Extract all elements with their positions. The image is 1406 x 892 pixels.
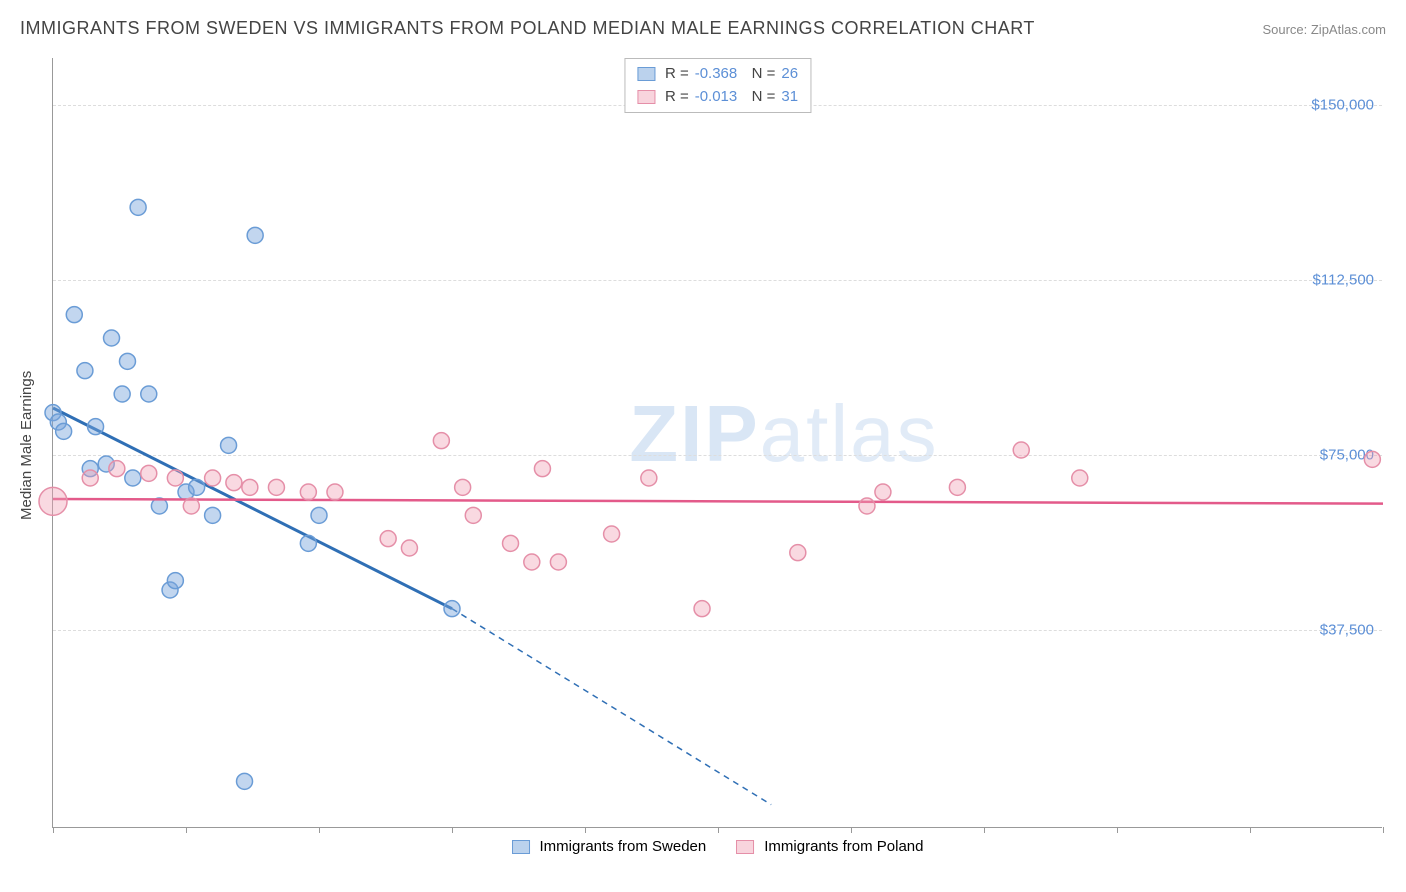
xtick <box>53 827 54 833</box>
xtick <box>1383 827 1384 833</box>
y-axis-label: Median Male Earnings <box>18 371 35 520</box>
data-point <box>82 461 98 477</box>
data-point <box>875 484 891 500</box>
data-point <box>141 386 157 402</box>
data-point <box>167 573 183 589</box>
xtick <box>718 827 719 833</box>
legend-item-sweden: Immigrants from Sweden <box>512 838 707 855</box>
data-point <box>237 773 253 789</box>
trend-line-dashed <box>452 609 771 805</box>
source-label: Source: ZipAtlas.com <box>1262 22 1386 37</box>
data-point <box>39 487 67 515</box>
data-point <box>98 456 114 472</box>
data-point <box>189 479 205 495</box>
data-point <box>130 199 146 215</box>
data-point <box>444 601 460 617</box>
trend-line <box>53 499 1383 504</box>
data-point <box>242 479 258 495</box>
data-point <box>550 554 566 570</box>
gridline <box>53 280 1382 281</box>
xtick <box>186 827 187 833</box>
data-point <box>167 470 183 486</box>
data-point <box>790 545 806 561</box>
data-point <box>82 470 98 486</box>
data-point <box>433 433 449 449</box>
data-point <box>77 363 93 379</box>
data-point <box>119 353 135 369</box>
data-point <box>604 526 620 542</box>
swatch-blue-icon <box>512 840 530 854</box>
legend: Immigrants from Sweden Immigrants from P… <box>512 838 924 855</box>
data-point <box>465 507 481 523</box>
data-point <box>503 535 519 551</box>
data-point <box>88 419 104 435</box>
data-point <box>66 307 82 323</box>
plot-area: ZIPatlas $37,500$75,000$112,500$150,000 … <box>52 58 1382 828</box>
swatch-pink-icon <box>736 840 754 854</box>
ytick-label: $75,000 <box>1320 446 1374 463</box>
data-point <box>300 484 316 500</box>
chart-title: IMMIGRANTS FROM SWEDEN VS IMMIGRANTS FRO… <box>20 18 1035 39</box>
stats-box: R = -0.368 N = 26 R = -0.013 N = 31 <box>624 58 811 113</box>
legend-label-poland: Immigrants from Poland <box>764 838 923 855</box>
data-point <box>524 554 540 570</box>
data-point <box>56 423 72 439</box>
xtick <box>1250 827 1251 833</box>
legend-label-sweden: Immigrants from Sweden <box>540 838 707 855</box>
data-point <box>247 227 263 243</box>
trend-line <box>53 408 452 609</box>
data-point <box>300 535 316 551</box>
legend-item-poland: Immigrants from Poland <box>736 838 923 855</box>
xtick <box>984 827 985 833</box>
data-point <box>104 330 120 346</box>
xtick <box>585 827 586 833</box>
data-point <box>141 465 157 481</box>
ytick-label: $112,500 <box>1313 271 1374 288</box>
data-point <box>1072 470 1088 486</box>
xtick <box>452 827 453 833</box>
data-point <box>205 470 221 486</box>
data-point <box>45 405 61 421</box>
data-point <box>109 461 125 477</box>
ytick-label: $150,000 <box>1311 96 1374 113</box>
xtick <box>851 827 852 833</box>
data-point <box>226 475 242 491</box>
data-point <box>114 386 130 402</box>
data-point <box>151 498 167 514</box>
data-point <box>221 437 237 453</box>
data-point <box>455 479 471 495</box>
data-point <box>311 507 327 523</box>
stats-row-sweden: R = -0.368 N = 26 <box>637 63 798 86</box>
data-point <box>859 498 875 514</box>
data-point <box>949 479 965 495</box>
data-point <box>268 479 284 495</box>
data-point <box>534 461 550 477</box>
data-point <box>401 540 417 556</box>
stats-row-poland: R = -0.013 N = 31 <box>637 86 798 109</box>
ytick-label: $37,500 <box>1320 621 1374 638</box>
n-value-sweden: 26 <box>781 63 798 86</box>
data-point <box>205 507 221 523</box>
data-point <box>125 470 141 486</box>
r-value-sweden: -0.368 <box>695 63 738 86</box>
data-point <box>327 484 343 500</box>
gridline <box>53 630 1382 631</box>
r-value-poland: -0.013 <box>695 86 738 109</box>
xtick <box>1117 827 1118 833</box>
watermark: ZIPatlas <box>629 387 938 479</box>
data-point <box>50 414 66 430</box>
data-point <box>641 470 657 486</box>
gridline <box>53 455 1382 456</box>
swatch-pink-icon <box>637 90 655 104</box>
swatch-blue-icon <box>637 67 655 81</box>
data-point <box>183 498 199 514</box>
data-point <box>178 484 194 500</box>
chart-svg <box>53 58 1382 827</box>
data-point <box>162 582 178 598</box>
n-value-poland: 31 <box>781 86 798 109</box>
data-point <box>380 531 396 547</box>
data-point <box>694 601 710 617</box>
xtick <box>319 827 320 833</box>
